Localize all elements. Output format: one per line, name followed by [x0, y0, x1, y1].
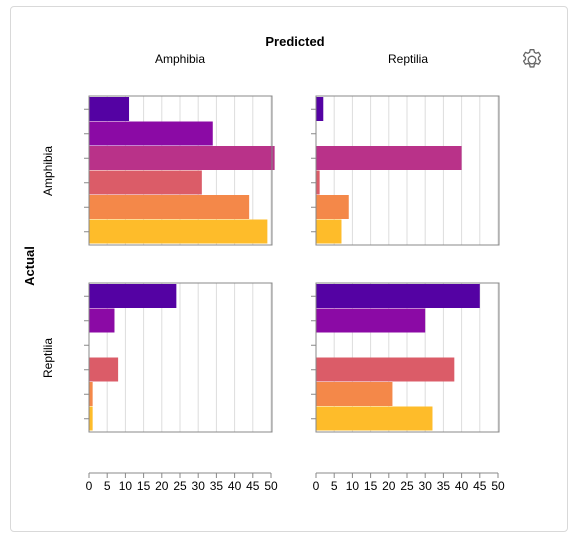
panel-frame — [315, 282, 500, 433]
x-tick-label: 0 — [86, 479, 93, 493]
bar — [89, 170, 202, 195]
panels — [84, 95, 500, 433]
bar — [316, 382, 393, 406]
x-tick-label: 35 — [437, 479, 451, 493]
bar — [89, 195, 250, 219]
x-tick-label: 40 — [455, 479, 469, 493]
bar — [316, 146, 462, 170]
x-tick-label: 35 — [210, 479, 224, 493]
panel-0 — [84, 95, 275, 246]
bar — [316, 195, 349, 219]
column-label-0: Amphibia — [155, 52, 205, 66]
row-label-0: Amphibia — [41, 146, 55, 196]
x-tick-label: 30 — [192, 479, 206, 493]
x-tick-label: 5 — [331, 479, 338, 493]
x-tick-label: 15 — [364, 479, 378, 493]
x-tick-label: 10 — [346, 479, 360, 493]
row-title: Actual — [22, 246, 37, 286]
bar — [89, 382, 93, 406]
bar — [89, 406, 93, 431]
gear-icon[interactable] — [519, 47, 545, 73]
bar — [316, 357, 455, 382]
x-axis-0: 0 5 10 15 20 25 30 35 40 45 50 — [86, 472, 278, 493]
x-tick-label: 0 — [313, 479, 320, 493]
bar — [89, 308, 115, 333]
bar — [316, 170, 320, 195]
x-tick-label: 10 — [119, 479, 133, 493]
bar — [89, 357, 119, 382]
x-tick-label: 40 — [228, 479, 242, 493]
column-label-1: Reptilia — [388, 52, 428, 66]
x-tick-label: 15 — [137, 479, 151, 493]
bar — [89, 146, 275, 170]
x-tick-label: 50 — [491, 479, 505, 493]
bar — [89, 284, 177, 308]
panel-3 — [311, 282, 500, 433]
x-tick-label: 45 — [473, 479, 487, 493]
x-tick-label: 25 — [173, 479, 187, 493]
bar — [316, 406, 433, 431]
panel-2 — [84, 282, 273, 433]
panel-frame — [88, 95, 273, 246]
x-tick-label: 20 — [155, 479, 169, 493]
bar — [316, 97, 324, 121]
panel-1 — [311, 95, 500, 246]
chart-card — [10, 6, 568, 532]
x-axis-1: 0 5 10 15 20 25 30 35 40 45 50 — [313, 472, 505, 493]
x-tick-label: 50 — [264, 479, 278, 493]
x-tick-label: 5 — [104, 479, 111, 493]
x-tick-label: 30 — [419, 479, 433, 493]
column-title: Predicted — [265, 34, 324, 49]
panel-frame — [88, 282, 273, 433]
bar — [316, 308, 426, 333]
x-tick-label: 20 — [382, 479, 396, 493]
row-label-1: Reptilia — [41, 338, 55, 378]
bar — [89, 97, 130, 121]
bar — [316, 284, 480, 308]
panel-frame — [315, 95, 500, 246]
x-tick-label: 45 — [246, 479, 260, 493]
bar — [89, 121, 213, 146]
x-tick-label: 25 — [400, 479, 414, 493]
x-axes: 0 5 10 15 20 25 30 35 40 45 50 0 5 10 15 20 25 30 35 40 45 50 — [86, 472, 505, 493]
bar — [89, 219, 268, 244]
bar — [316, 219, 342, 244]
